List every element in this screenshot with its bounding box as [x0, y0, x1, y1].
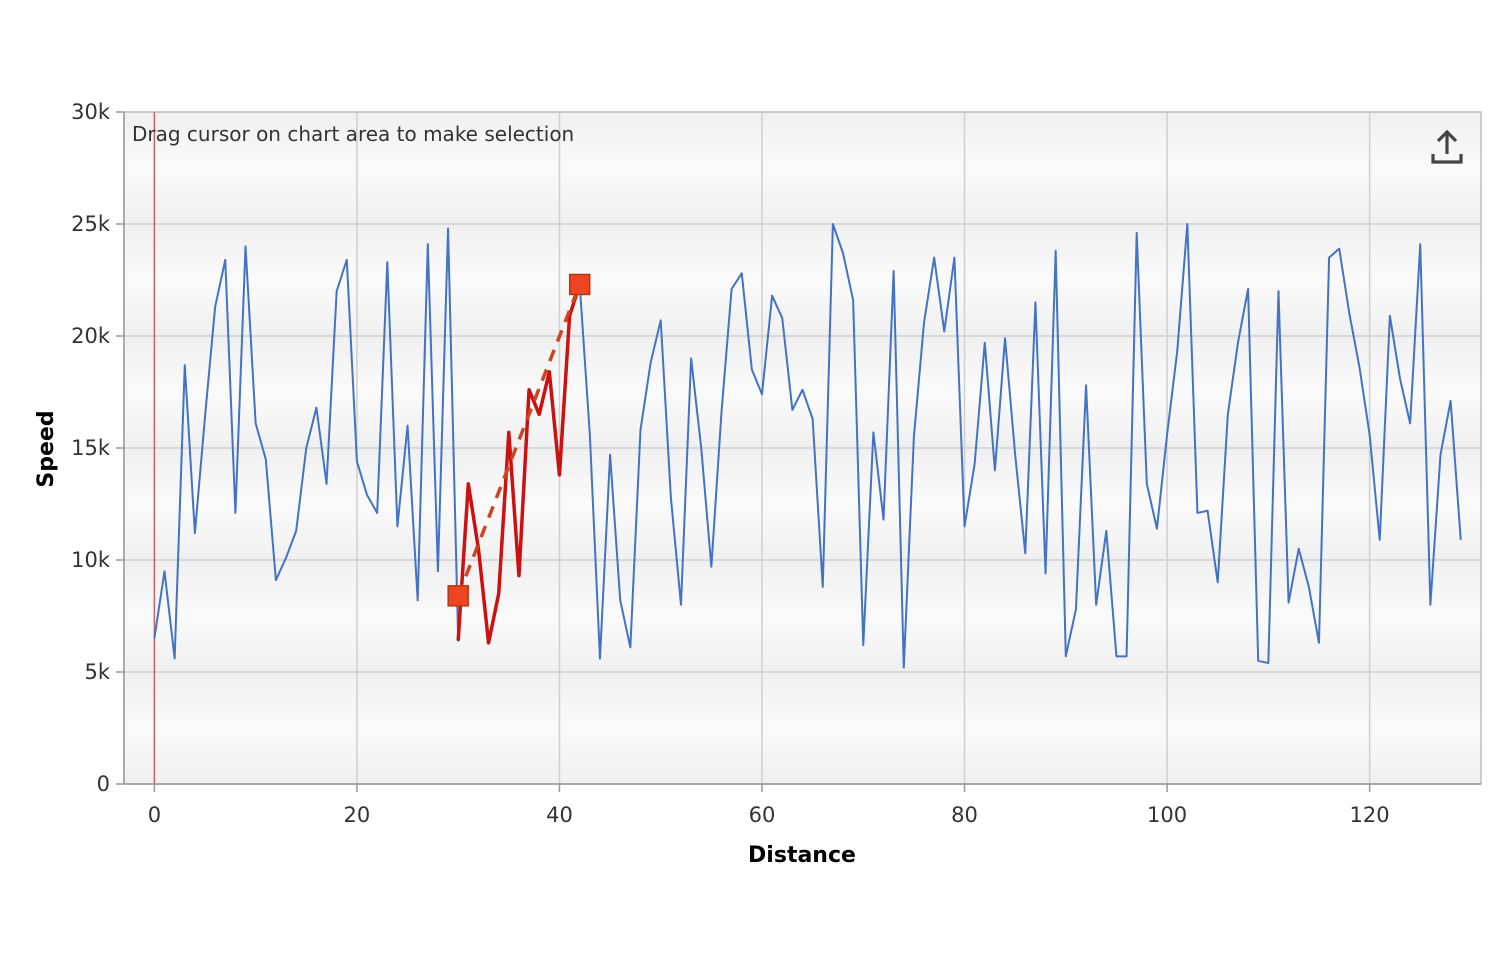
x-tick-label: 20	[344, 803, 371, 827]
selection-marker	[447, 585, 469, 607]
x-axis: 0 20 40 60 80 100 120	[124, 783, 1481, 827]
export-button[interactable]	[1425, 124, 1469, 168]
y-tick-label: 10k	[71, 548, 111, 572]
selection-layer	[447, 273, 591, 645]
y-tick-label: 30k	[71, 100, 111, 124]
y-tick-label: 15k	[71, 436, 111, 460]
trend-line	[456, 283, 582, 597]
selection-line	[456, 283, 582, 645]
x-tick-label: 120	[1350, 803, 1390, 827]
x-tick-label: 0	[148, 803, 161, 827]
y-tick-label: 20k	[71, 324, 111, 348]
x-tick-label: 60	[749, 803, 776, 827]
selection-hint: Drag cursor on chart area to make select…	[132, 122, 574, 146]
y-tick-label: 25k	[71, 212, 111, 236]
x-tick-label: 100	[1147, 803, 1187, 827]
y-tick-label: 0	[97, 772, 110, 796]
y-axis: 0 5k 10k 15k 20k 25k 30k	[71, 100, 125, 796]
selection-marker	[568, 273, 591, 296]
plot-band	[124, 560, 1481, 672]
series-layer	[153, 223, 1462, 669]
x-axis-title: Distance	[748, 843, 856, 868]
y-axis-title: Speed	[34, 410, 59, 487]
upload-icon	[1431, 129, 1463, 164]
plot-band	[124, 672, 1481, 784]
x-tick-label: 80	[951, 803, 978, 827]
series-line	[153, 223, 1462, 669]
plot-band	[124, 112, 1481, 224]
x-tick-label: 40	[546, 803, 573, 827]
y-tick-label: 5k	[84, 660, 110, 684]
